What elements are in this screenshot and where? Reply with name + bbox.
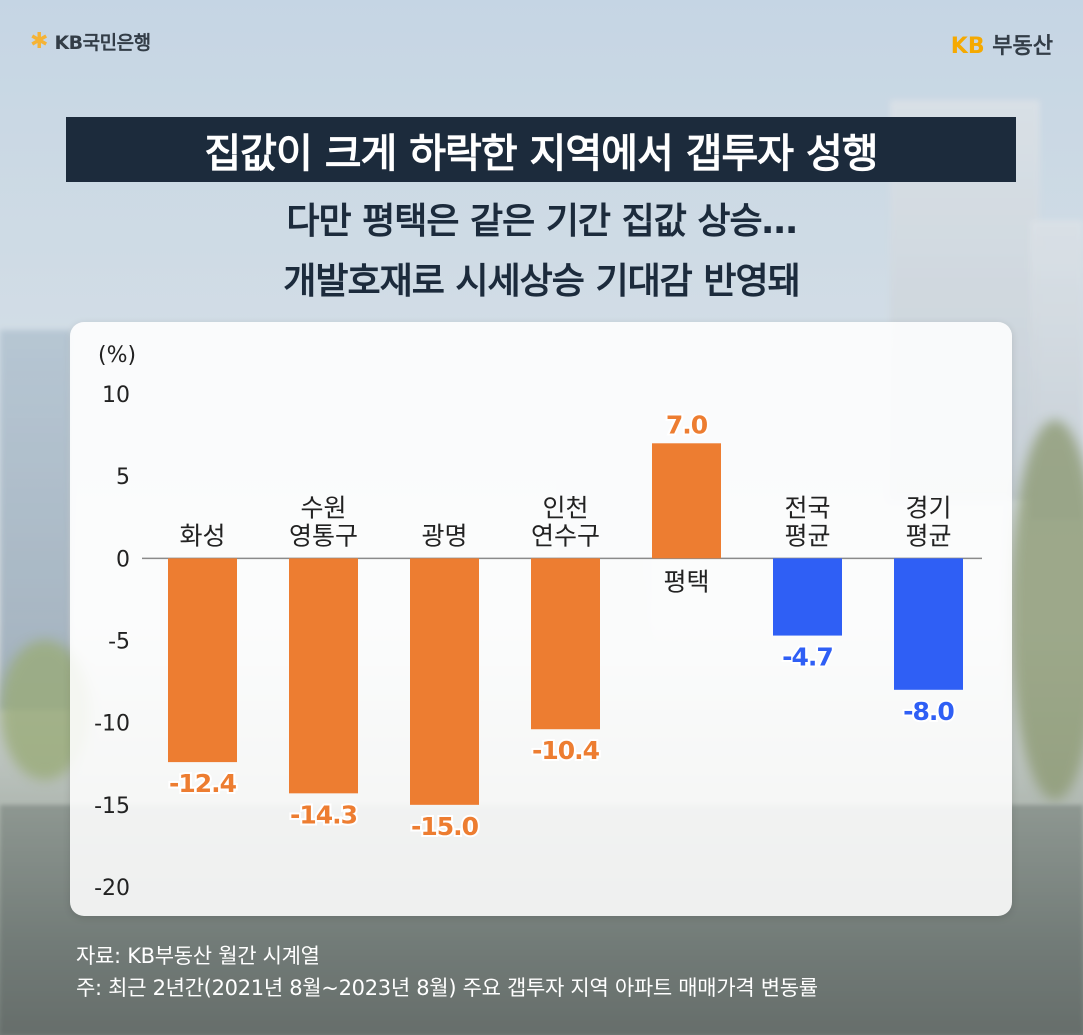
category-label: 수원 (300, 493, 346, 522)
data-label: -12.4 (169, 769, 237, 798)
subtitle-line-2: 개발호재로 시세상승 기대감 반영돼 (283, 261, 800, 302)
headline-box: 집값이 크게 하락한 지역에서 갭투자 성행 (66, 117, 1016, 182)
y-tick-label: 0 (116, 547, 130, 572)
category-label: 화성 (179, 521, 225, 550)
y-tick-label: 10 (102, 383, 130, 408)
y-tick-label: -10 (94, 712, 130, 737)
bar (652, 443, 721, 559)
source-note: 자료: KB부동산 월간 시계열 (76, 944, 320, 968)
bar (773, 558, 842, 636)
kb-star-icon: ✱ (30, 28, 49, 54)
category-label: 평균 (905, 521, 951, 550)
kb-bank-logo-text: KB국민은행 (54, 32, 151, 54)
y-tick-label: -20 (94, 876, 130, 901)
kb-realestate-logo: KB 부동산 (951, 28, 1053, 60)
kb-realestate-logo-kb: KB (950, 34, 985, 59)
category-label: 평택 (663, 567, 709, 596)
bar (168, 558, 237, 763)
headline: 집값이 크게 하락한 지역에서 갭투자 성행 (204, 130, 878, 177)
bar (894, 558, 963, 690)
bar (531, 558, 600, 730)
category-label: 인천 (542, 493, 588, 522)
category-label: 광명 (421, 521, 467, 550)
category-label: 영통구 (289, 521, 358, 550)
bar (289, 558, 358, 794)
category-label: 평균 (784, 521, 830, 550)
data-label: -10.4 (532, 736, 600, 765)
footnote: 주: 최근 2년간(2021년 8월~2023년 8월) 주요 갭투자 지역 아… (76, 976, 818, 1000)
category-label: 연수구 (531, 521, 600, 550)
data-label: -15.0 (411, 812, 479, 841)
data-label: 7.0 (666, 410, 708, 439)
chart-panel: (%) 10 5 0 -5 -10 -15 -20 -12.4 화성 -14.3 수원 영통구 -15.0… (70, 322, 1012, 916)
y-tick-label: 5 (116, 465, 130, 490)
data-label: -8.0 (903, 697, 954, 726)
data-label: -14.3 (290, 800, 357, 829)
y-axis-unit-label: (%) (98, 343, 136, 368)
category-label: 경기 (905, 493, 951, 522)
bar (410, 558, 479, 805)
y-tick-label: -15 (94, 794, 130, 819)
kb-bank-logo: ✱ KB국민은행 (30, 28, 151, 55)
subtitle-line-1: 다만 평택은 같은 기간 집값 상승… (286, 201, 797, 242)
kb-realestate-logo-name: 부동산 (992, 34, 1053, 59)
data-label: -4.7 (782, 643, 833, 672)
y-tick-label: -5 (108, 630, 130, 655)
category-label: 전국 (784, 493, 830, 522)
